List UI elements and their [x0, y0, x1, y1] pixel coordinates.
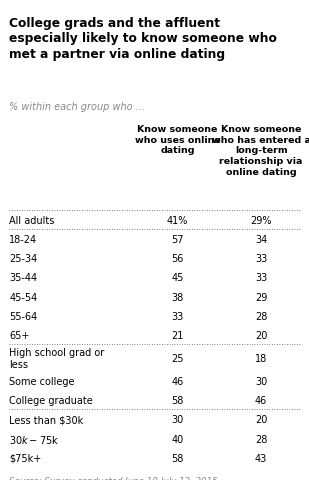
Text: 29%: 29% — [250, 216, 272, 226]
Text: 18-24: 18-24 — [9, 235, 37, 245]
Text: 33: 33 — [171, 312, 184, 322]
Text: 56: 56 — [171, 254, 184, 264]
Text: 58: 58 — [171, 396, 184, 406]
Text: High school grad or
less: High school grad or less — [9, 348, 104, 370]
Text: Know someone
who uses online
dating: Know someone who uses online dating — [135, 125, 221, 156]
Text: 40: 40 — [171, 435, 184, 444]
Text: 58: 58 — [171, 454, 184, 464]
Text: 34: 34 — [255, 235, 267, 245]
Text: Some college: Some college — [9, 377, 75, 387]
Text: $75k+: $75k+ — [9, 454, 41, 464]
Text: 41%: 41% — [167, 216, 188, 226]
Text: 65+: 65+ — [9, 331, 30, 341]
Text: Source: Survey conducted June 10-July 12, 2015.: Source: Survey conducted June 10-July 12… — [9, 477, 221, 480]
Text: 28: 28 — [255, 312, 267, 322]
Text: 33: 33 — [255, 274, 267, 283]
Text: 25: 25 — [171, 354, 184, 364]
Text: 29: 29 — [255, 293, 267, 302]
Text: 57: 57 — [171, 235, 184, 245]
Text: 18: 18 — [255, 354, 267, 364]
Text: 28: 28 — [255, 435, 267, 444]
Text: 30: 30 — [255, 377, 267, 387]
Text: $30k-$75k: $30k-$75k — [9, 433, 59, 445]
Text: College grads and the affluent
especially likely to know someone who
met a partn: College grads and the affluent especiall… — [9, 17, 277, 61]
Text: 43: 43 — [255, 454, 267, 464]
Text: 33: 33 — [255, 254, 267, 264]
Text: 55-64: 55-64 — [9, 312, 37, 322]
Text: 20: 20 — [255, 416, 267, 425]
Text: 20: 20 — [255, 331, 267, 341]
Text: All adults: All adults — [9, 216, 55, 226]
Text: 21: 21 — [171, 331, 184, 341]
Text: 46: 46 — [171, 377, 184, 387]
Text: College graduate: College graduate — [9, 396, 93, 406]
Text: 46: 46 — [255, 396, 267, 406]
Text: Know someone
who has entered a
long-term
relationship via
online dating: Know someone who has entered a long-term… — [212, 125, 309, 177]
Text: 45-54: 45-54 — [9, 293, 37, 302]
Text: 35-44: 35-44 — [9, 274, 37, 283]
Text: Less than $30k: Less than $30k — [9, 416, 83, 425]
Text: 25-34: 25-34 — [9, 254, 37, 264]
Text: 45: 45 — [171, 274, 184, 283]
Text: % within each group who ...: % within each group who ... — [9, 102, 146, 112]
Text: 38: 38 — [171, 293, 184, 302]
Text: 30: 30 — [171, 416, 184, 425]
